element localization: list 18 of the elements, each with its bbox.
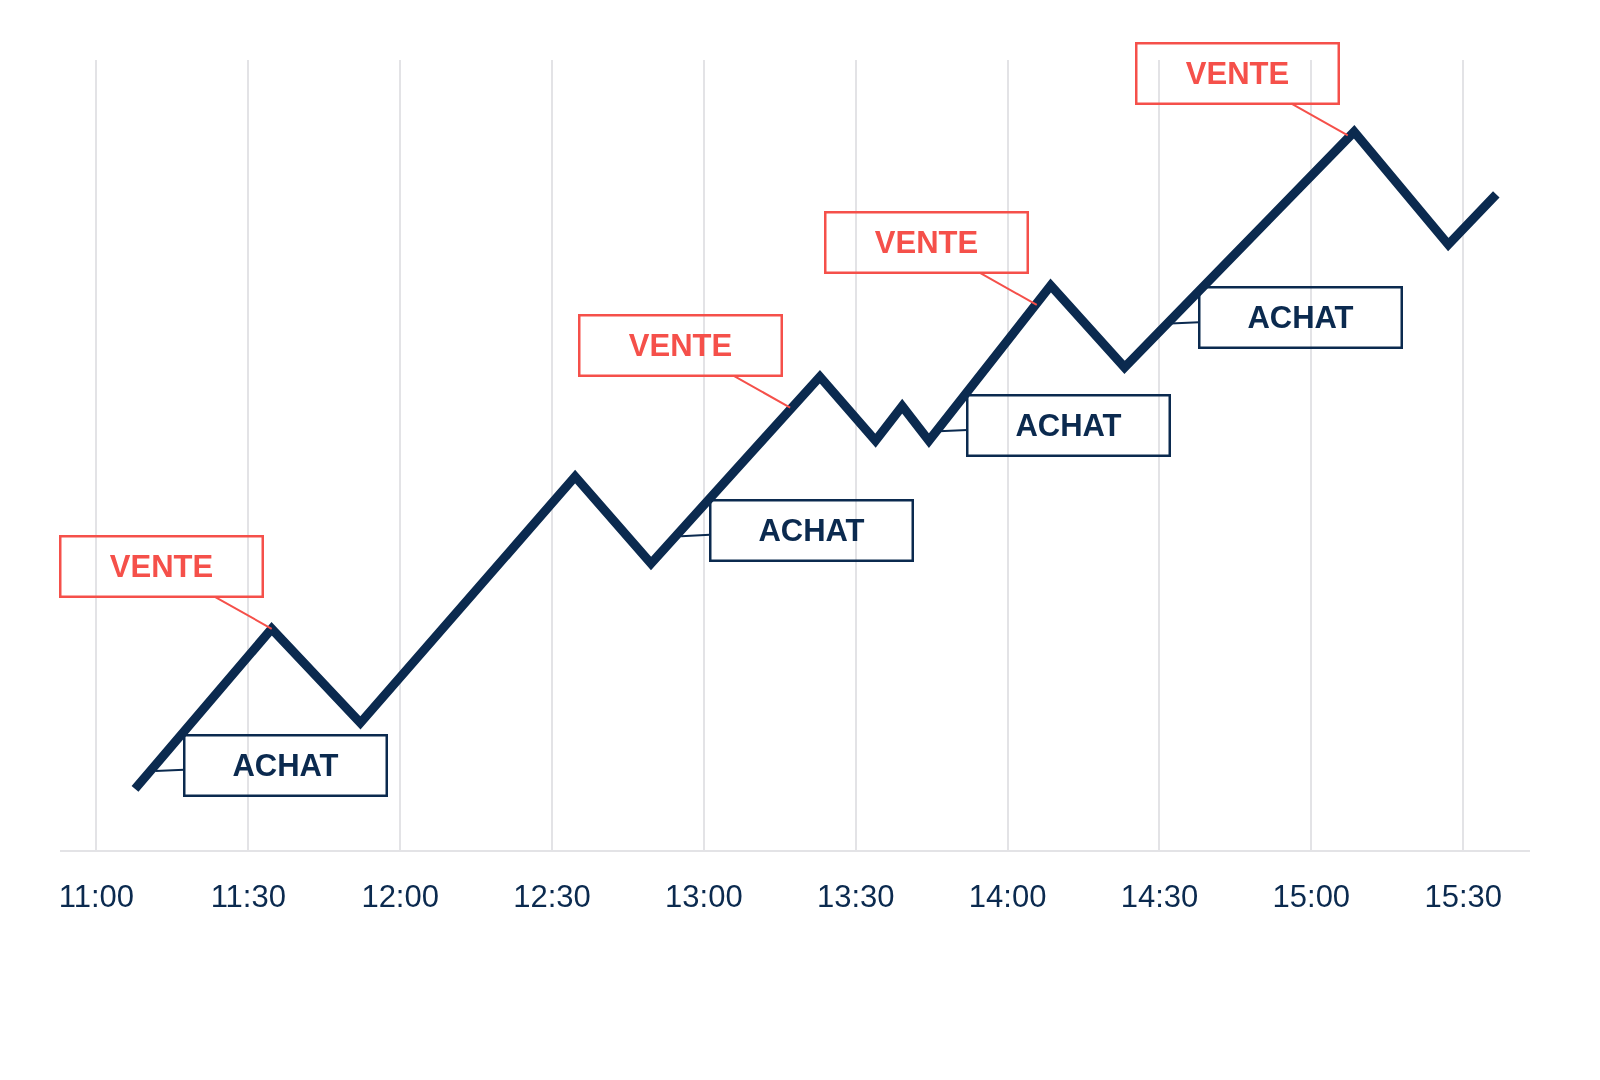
x-tick-label: 15:00 xyxy=(1272,879,1351,915)
annotation: VENTE xyxy=(1185,56,1290,91)
x-tick-label: 11:00 xyxy=(58,879,135,915)
x-tick-label: 12:00 xyxy=(361,879,439,915)
x-tick-label: 14:00 xyxy=(968,879,1047,915)
x-tick-label: 13:30 xyxy=(816,879,895,915)
annotation: ACHAT xyxy=(1247,300,1354,335)
x-tick-label: 12:30 xyxy=(513,879,591,915)
annotation: VENTE xyxy=(628,328,733,363)
x-tick-label: 11:30 xyxy=(210,879,286,915)
annotation: ACHAT xyxy=(232,748,339,783)
annotation: ACHAT xyxy=(1015,408,1122,443)
x-tick-label: 15:30 xyxy=(1424,879,1502,915)
x-tick-label: 13:00 xyxy=(665,879,743,915)
annotation: VENTE xyxy=(109,549,214,584)
annotation: ACHAT xyxy=(758,513,865,548)
x-tick-label: 14:30 xyxy=(1120,879,1199,915)
annotation: VENTE xyxy=(874,225,979,260)
